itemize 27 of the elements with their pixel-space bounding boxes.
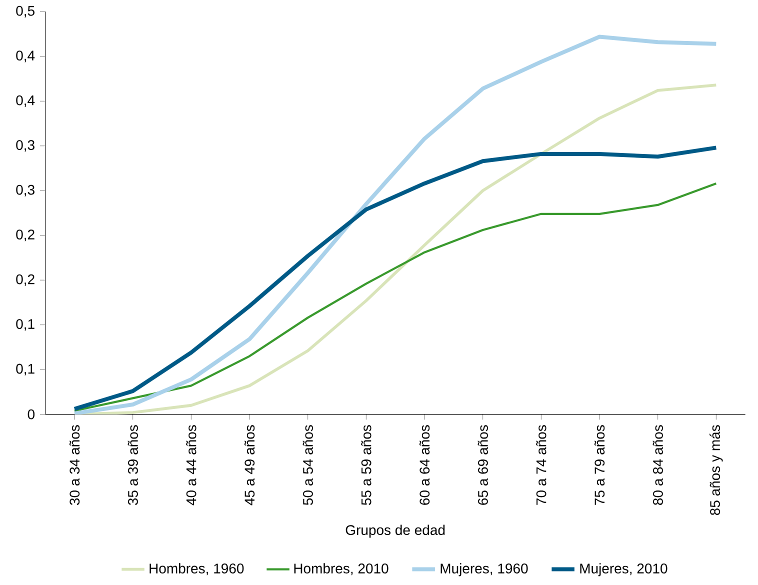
x-tick-label: 60 a 64 años [419, 425, 430, 505]
y-tick-label: 0,2 [16, 274, 34, 286]
x-tick-label: 85 años y más [710, 425, 723, 516]
legend-label: Mujeres, 1960 [440, 563, 528, 576]
y-tick-label: 0,4 [16, 50, 35, 62]
y-tick-label: 0 [28, 409, 35, 420]
x-tick-label: 35 a 39 años [128, 425, 138, 506]
y-tick-label: 0,2 [16, 230, 34, 242]
x-axis-title: Grupos de edad [346, 524, 445, 538]
y-tick-label: 0,1 [16, 319, 34, 331]
legend-label: Mujeres, 2010 [580, 563, 668, 576]
x-tick-label: 80 a 84 años [652, 425, 663, 505]
x-tick-label: 55 a 59 años [361, 425, 372, 505]
legend-label: Hombres, 1960 [150, 563, 244, 576]
x-tick-label: 40 a 44 años [186, 425, 196, 506]
y-tick-label: 0,5 [16, 6, 34, 18]
legend-label: Hombres, 2010 [294, 563, 388, 576]
x-tick-label: 75 a 79 años [594, 425, 605, 505]
y-tick-label: 0,4 [16, 95, 35, 107]
x-tick-label: 70 a 74 años [536, 425, 546, 505]
x-tick-label: 45 a 49 años [244, 425, 255, 506]
y-tick-label: 0,3 [16, 140, 34, 152]
y-tick-label: 0,3 [16, 184, 34, 196]
x-tick-label: 50 a 54 años [302, 425, 313, 505]
y-tick-label: 0,1 [16, 364, 34, 376]
x-tick-label: 65 a 69 años [478, 425, 488, 505]
x-tick-label: 30 a 34 años [69, 425, 80, 506]
